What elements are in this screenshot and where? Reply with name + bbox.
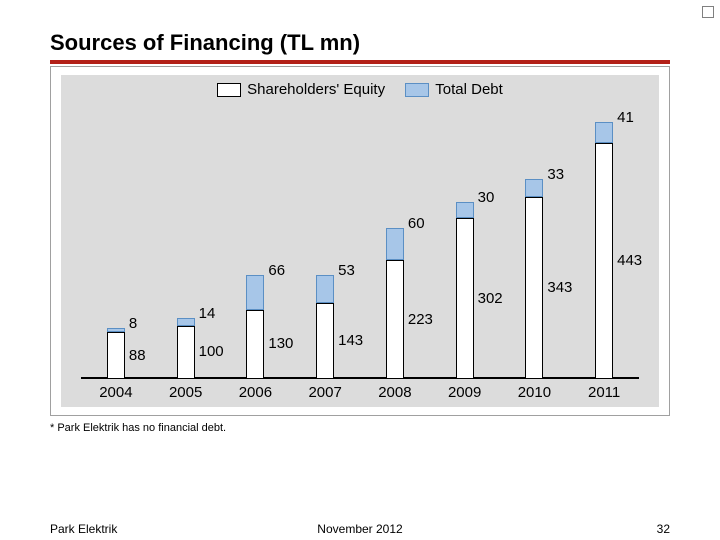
x-axis-line — [81, 377, 639, 379]
footer-page: 32 — [657, 522, 670, 536]
page-title: Sources of Financing (TL mn) — [50, 30, 670, 56]
x-tick-label: 2010 — [518, 384, 551, 401]
bar-label-debt: 30 — [478, 189, 495, 206]
legend-label-debt: Total Debt — [435, 81, 503, 98]
bar-label-equity: 343 — [547, 279, 572, 296]
bar-equity — [595, 143, 613, 379]
bar-equity — [525, 197, 543, 379]
x-tick-label: 2008 — [378, 384, 411, 401]
bar-label-debt: 66 — [268, 262, 285, 279]
bar-label-equity: 223 — [408, 311, 433, 328]
x-tick-label: 2011 — [588, 384, 620, 401]
bar-equity — [316, 303, 334, 379]
bar-label-debt: 60 — [408, 215, 425, 232]
bar-equity — [246, 310, 264, 379]
bar-debt — [246, 275, 264, 310]
bar-debt — [316, 275, 334, 303]
bar-equity — [386, 260, 404, 379]
bar-debt — [107, 328, 125, 332]
legend-item-debt: Total Debt — [405, 81, 503, 98]
bar-debt — [386, 228, 404, 260]
bar-equity — [456, 218, 474, 379]
corner-mark — [702, 6, 714, 18]
footer-date: November 2012 — [317, 522, 402, 536]
bar-debt — [595, 122, 613, 144]
x-tick-label: 2006 — [239, 384, 272, 401]
legend-item-equity: Shareholders' Equity — [217, 81, 385, 98]
bar-debt — [456, 202, 474, 218]
bar-equity — [107, 332, 125, 379]
footer-company: Park Elektrik — [50, 522, 117, 536]
chart-plot-area: 88810014130661435322360302303433344341 — [81, 113, 639, 379]
chart-container: Shareholders' Equity Total Debt 88810014… — [50, 66, 670, 416]
x-tick-label: 2004 — [99, 384, 132, 401]
x-tick-label: 2007 — [308, 384, 341, 401]
chart-legend: Shareholders' Equity Total Debt — [61, 81, 659, 101]
bar-label-debt: 41 — [617, 109, 634, 126]
bar-label-equity: 88 — [129, 347, 146, 364]
bar-label-debt: 33 — [547, 166, 564, 183]
bar-label-equity: 443 — [617, 252, 642, 269]
bar-equity — [177, 326, 195, 379]
bar-label-debt: 8 — [129, 315, 137, 332]
bar-debt — [525, 179, 543, 197]
bar-label-equity: 100 — [199, 343, 224, 360]
x-tick-label: 2009 — [448, 384, 481, 401]
legend-swatch-debt — [405, 83, 429, 97]
bar-label-debt: 53 — [338, 262, 355, 279]
bar-label-debt: 14 — [199, 305, 216, 322]
chart-footnote: * Park Elektrik has no financial debt. — [50, 422, 670, 434]
bar-label-equity: 143 — [338, 332, 363, 349]
title-rule — [50, 60, 670, 64]
bar-debt — [177, 318, 195, 325]
bar-label-equity: 130 — [268, 335, 293, 352]
x-tick-label: 2005 — [169, 384, 202, 401]
legend-label-equity: Shareholders' Equity — [247, 81, 385, 98]
bar-label-equity: 302 — [478, 290, 503, 307]
legend-swatch-equity — [217, 83, 241, 97]
chart-plot-bg: Shareholders' Equity Total Debt 88810014… — [61, 75, 659, 407]
